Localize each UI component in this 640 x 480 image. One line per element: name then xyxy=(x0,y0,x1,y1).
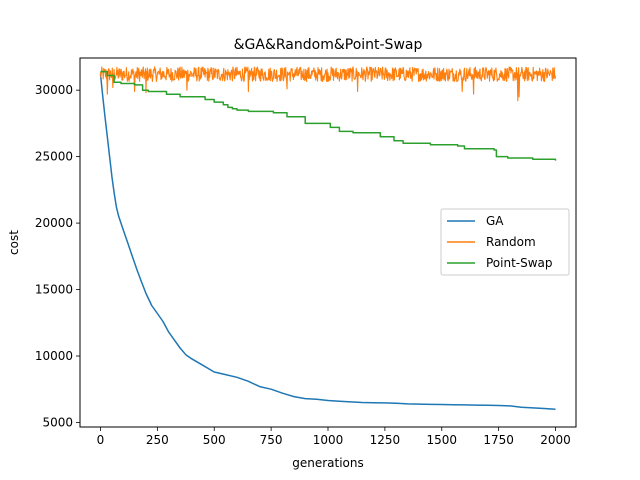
x-axis-ticks: 0 250 500 750 1000 1250 1500 1750 2000 xyxy=(97,427,571,447)
y-tick-label: 30000 xyxy=(35,83,73,97)
y-tick-label: 15000 xyxy=(35,283,73,297)
y-tick-label: 5000 xyxy=(42,415,73,429)
legend-label-point-swap: Point-Swap xyxy=(486,256,553,270)
legend-label-ga: GA xyxy=(486,214,504,228)
x-tick-label: 1750 xyxy=(483,433,514,447)
y-tick-label: 10000 xyxy=(35,349,73,363)
y-axis-label: cost xyxy=(7,230,21,255)
x-tick-label: 1500 xyxy=(426,433,457,447)
legend: GA Random Point-Swap xyxy=(440,208,570,276)
y-tick-label: 25000 xyxy=(35,150,73,164)
plot-lines xyxy=(99,66,557,410)
y-tick-label: 20000 xyxy=(35,216,73,230)
series-line-random xyxy=(99,66,557,102)
series-line-ga xyxy=(99,74,556,410)
x-tick-label: 750 xyxy=(260,433,283,447)
x-tick-label: 500 xyxy=(203,433,226,447)
x-tick-label: 250 xyxy=(146,433,169,447)
x-tick-label: 1250 xyxy=(370,433,401,447)
y-axis-ticks: 5000 10000 15000 20000 25000 30000 xyxy=(35,83,80,429)
x-tick-label: 1000 xyxy=(313,433,344,447)
x-tick-label: 2000 xyxy=(540,433,571,447)
x-tick-label: 0 xyxy=(97,433,105,447)
x-axis-label: generations xyxy=(292,456,364,470)
legend-box xyxy=(440,208,570,276)
legend-label-random: Random xyxy=(486,235,536,249)
chart-title: &GA&Random&Point-Swap xyxy=(234,37,423,53)
series-line-point-swap xyxy=(100,70,557,161)
